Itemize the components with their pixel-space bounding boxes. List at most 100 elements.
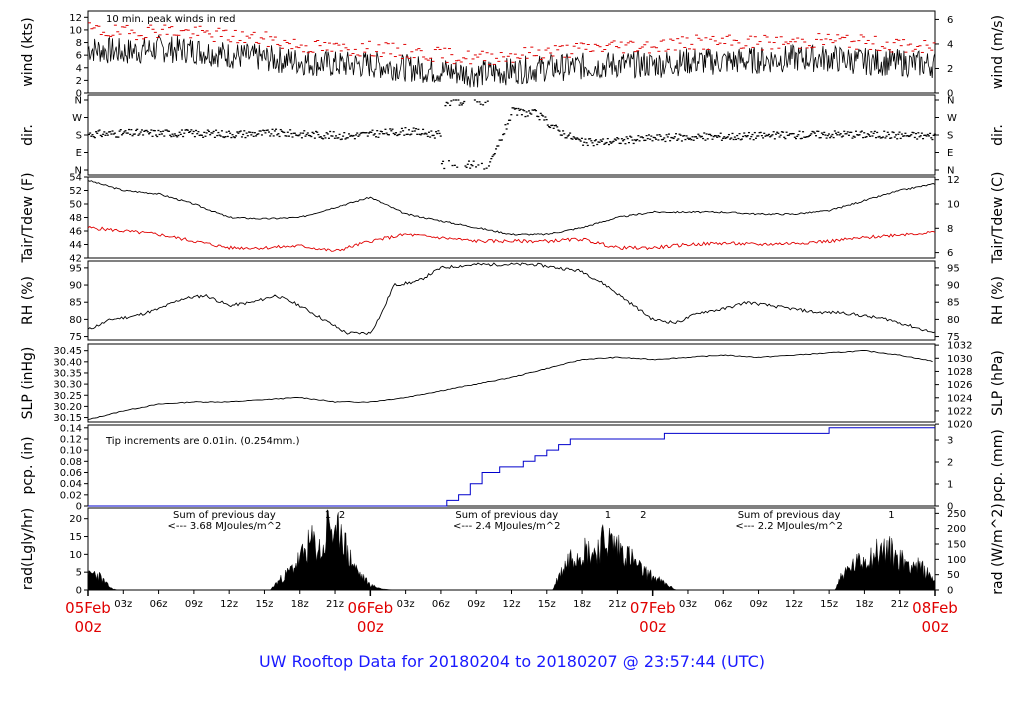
- xtick-label: 12z: [220, 599, 238, 610]
- panel-frame: [87, 10, 936, 94]
- ytick-left-label: N: [75, 96, 82, 107]
- ytick-left-label: 30.20: [53, 402, 82, 413]
- ytick-left-label: 0.06: [60, 468, 82, 479]
- xtick-label: 15z: [538, 599, 556, 610]
- air-temperature-series: [87, 180, 936, 236]
- ytick-left-label: 4: [76, 63, 82, 74]
- tip-increment-note: Tip increments are 0.01in. (0.254mm.): [105, 436, 300, 447]
- ytick-right-label: 1032: [947, 341, 972, 352]
- ytick-left-label: 30.35: [53, 368, 82, 379]
- ytick-right-label: 150: [947, 540, 966, 551]
- ytick-left-label: 5: [76, 568, 82, 579]
- ytick-left-label: 30.40: [53, 357, 82, 368]
- xtick-label: 15z: [820, 599, 838, 610]
- y-axis-label-left: dir.: [20, 124, 36, 146]
- xtick-label: 06z: [432, 599, 450, 610]
- y-axis-label-left: RH (%): [20, 276, 36, 325]
- y-axis-label-right: RH (%): [990, 276, 1006, 325]
- xtick-label: 18z: [291, 599, 309, 610]
- x-date-label: 08Feb: [912, 599, 958, 617]
- x-time-label: 00z: [639, 618, 666, 636]
- ytick-right-label: E: [947, 148, 953, 159]
- ytick-left-label: 8: [76, 38, 82, 49]
- ytick-left-label: 50: [69, 200, 82, 211]
- ytick-left-label: 46: [69, 227, 82, 238]
- ytick-left-label: W: [72, 113, 82, 124]
- y-axis-label-left: SLP (inHg): [20, 347, 36, 420]
- radiation-peak-marker: 1: [325, 510, 331, 521]
- xtick-label: 06z: [714, 599, 732, 610]
- ytick-left-label: E: [76, 148, 82, 159]
- xtick-label: 18z: [855, 599, 873, 610]
- ytick-left-label: 0: [76, 586, 82, 597]
- ytick-left-label: 80: [69, 315, 82, 326]
- ytick-right-label: 8: [947, 224, 953, 235]
- pressure-series: [87, 349, 933, 421]
- dewpoint-series: [87, 225, 936, 252]
- chart-title: UW Rooftop Data for 20180204 to 20180207…: [259, 652, 765, 671]
- y-axis-label-left: Tair/Tdew (F): [20, 172, 36, 263]
- ytick-right-label: 1028: [947, 367, 972, 378]
- ytick-right-label: 2: [947, 64, 953, 75]
- xtick-label: 03z: [397, 599, 415, 610]
- xtick-label: 03z: [679, 599, 697, 610]
- ytick-left-label: 30.25: [53, 391, 82, 402]
- panel-frame: [87, 94, 936, 176]
- xtick-label: 15z: [255, 599, 273, 610]
- y-axis-label-left: pcp. (in): [20, 436, 36, 494]
- x-date-label: 07Feb: [630, 599, 676, 617]
- xtick-label: 12z: [785, 599, 803, 610]
- peak-wind-annotation: 10 min. peak winds in red: [106, 14, 235, 25]
- ytick-right-label: 95: [947, 263, 960, 274]
- ytick-right-label: 75: [947, 332, 960, 343]
- panel-frame: [87, 176, 936, 259]
- ytick-right-label: 1: [947, 480, 953, 491]
- ytick-right-label: 6: [947, 248, 953, 259]
- ytick-left-label: 12: [69, 13, 82, 24]
- ytick-left-label: 30.15: [53, 413, 82, 424]
- xtick-label: 21z: [891, 599, 909, 610]
- y-axis-label-right: Tair/Tdew (C): [990, 172, 1006, 265]
- ytick-left-label: 10: [69, 550, 82, 561]
- ytick-right-label: N: [947, 96, 954, 107]
- ytick-left-label: 52: [69, 186, 82, 197]
- ytick-right-label: 85: [947, 298, 960, 309]
- ytick-right-label: 1022: [947, 406, 972, 417]
- y-axis-label-right: wind (m/s): [990, 15, 1006, 89]
- ytick-left-label: 0: [76, 502, 82, 513]
- ytick-right-label: N: [947, 166, 954, 177]
- ytick-left-label: S: [76, 131, 82, 142]
- ytick-right-label: S: [947, 131, 953, 142]
- radiation-daily-sum-value: <--- 2.4 MJoules/m^2: [453, 521, 561, 532]
- ytick-left-label: 30.45: [53, 346, 82, 357]
- xtick-label: 21z: [608, 599, 626, 610]
- x-time-label: 00z: [922, 618, 949, 636]
- ytick-left-label: 0.12: [60, 434, 82, 445]
- radiation-daily-sum-title: Sum of previous day: [738, 510, 841, 521]
- radiation-daily-sum-value: <--- 2.2 MJoules/m^2: [735, 521, 843, 532]
- ytick-left-label: 0.02: [60, 490, 82, 501]
- ytick-right-label: 0: [947, 586, 953, 597]
- ytick-left-label: 2: [76, 76, 82, 87]
- x-time-label: 00z: [357, 618, 384, 636]
- ytick-right-label: 1026: [947, 380, 972, 391]
- ytick-left-label: 15: [69, 532, 82, 543]
- panel-frame: [87, 424, 936, 507]
- y-axis-label-left: wind (kts): [20, 17, 36, 86]
- ytick-right-label: 10: [947, 200, 960, 211]
- xtick-label: 21z: [326, 599, 344, 610]
- ytick-left-label: 85: [69, 298, 82, 309]
- ytick-right-label: 200: [947, 524, 966, 535]
- ytick-left-label: 48: [69, 213, 82, 224]
- ytick-left-label: 42: [69, 254, 82, 265]
- xtick-label: 09z: [750, 599, 768, 610]
- ytick-right-label: 90: [947, 281, 960, 292]
- radiation-peak-marker: 2: [339, 510, 345, 521]
- panel-frame: [87, 260, 936, 341]
- ytick-right-label: W: [947, 113, 957, 124]
- ytick-right-label: 3: [947, 436, 953, 447]
- ytick-left-label: 44: [69, 240, 82, 251]
- ytick-right-label: 1030: [947, 354, 972, 365]
- x-time-label: 00z: [75, 618, 102, 636]
